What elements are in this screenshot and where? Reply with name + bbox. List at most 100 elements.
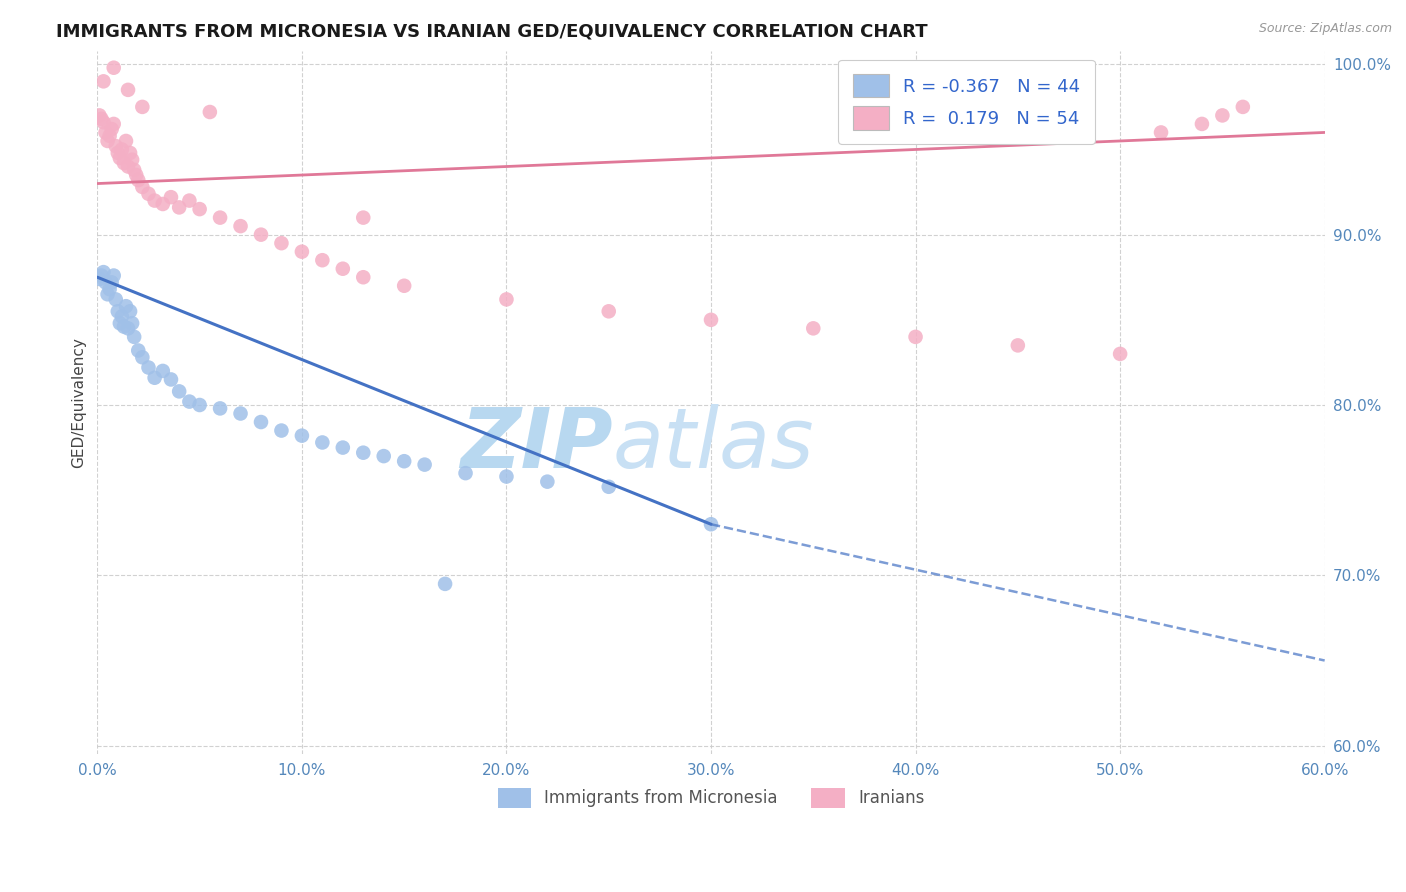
Point bbox=[98, 282, 121, 296]
Point bbox=[160, 372, 183, 386]
Point bbox=[291, 244, 314, 259]
Point bbox=[112, 156, 135, 170]
Point bbox=[598, 304, 620, 318]
Point bbox=[97, 287, 120, 301]
Point bbox=[179, 194, 201, 208]
Point bbox=[122, 162, 145, 177]
Point bbox=[125, 168, 148, 182]
Point bbox=[93, 115, 115, 129]
Point bbox=[107, 304, 129, 318]
Point bbox=[103, 117, 125, 131]
Legend: Immigrants from Micronesia, Iranians: Immigrants from Micronesia, Iranians bbox=[489, 780, 932, 816]
Point bbox=[454, 466, 477, 480]
Point bbox=[167, 201, 190, 215]
Point bbox=[188, 398, 211, 412]
Point bbox=[143, 370, 166, 384]
Point bbox=[352, 446, 374, 460]
Text: ZIP: ZIP bbox=[460, 404, 613, 485]
Point bbox=[115, 299, 138, 313]
Point bbox=[209, 211, 232, 225]
Point bbox=[1191, 117, 1213, 131]
Point bbox=[103, 268, 125, 283]
Point bbox=[100, 122, 122, 136]
Point bbox=[104, 139, 127, 153]
Point bbox=[152, 364, 174, 378]
Point bbox=[122, 330, 145, 344]
Point bbox=[97, 134, 120, 148]
Point bbox=[392, 278, 415, 293]
Point bbox=[152, 197, 174, 211]
Point bbox=[127, 173, 149, 187]
Point bbox=[495, 469, 517, 483]
Point bbox=[117, 160, 139, 174]
Point bbox=[121, 316, 143, 330]
Point bbox=[120, 304, 142, 318]
Point bbox=[495, 293, 517, 307]
Point bbox=[131, 100, 153, 114]
Point bbox=[250, 227, 273, 242]
Point bbox=[311, 435, 333, 450]
Point bbox=[1211, 108, 1233, 122]
Point bbox=[291, 428, 314, 442]
Point bbox=[1150, 125, 1173, 139]
Point bbox=[229, 407, 252, 421]
Point bbox=[143, 194, 166, 208]
Point bbox=[94, 276, 117, 290]
Point bbox=[1007, 338, 1029, 352]
Y-axis label: GED/Equivalency: GED/Equivalency bbox=[72, 337, 86, 468]
Text: IMMIGRANTS FROM MICRONESIA VS IRANIAN GED/EQUIVALENCY CORRELATION CHART: IMMIGRANTS FROM MICRONESIA VS IRANIAN GE… bbox=[56, 22, 928, 40]
Point bbox=[93, 74, 115, 88]
Point bbox=[179, 394, 201, 409]
Point bbox=[1232, 100, 1254, 114]
Point bbox=[700, 517, 723, 532]
Point bbox=[117, 83, 139, 97]
Point bbox=[332, 261, 354, 276]
Point bbox=[89, 108, 111, 122]
Point bbox=[112, 319, 135, 334]
Point bbox=[167, 384, 190, 399]
Point bbox=[1109, 347, 1132, 361]
Point bbox=[250, 415, 273, 429]
Point bbox=[108, 316, 131, 330]
Point bbox=[90, 268, 112, 283]
Point bbox=[434, 577, 457, 591]
Point bbox=[700, 313, 723, 327]
Point bbox=[209, 401, 232, 416]
Point bbox=[98, 128, 121, 143]
Point bbox=[598, 480, 620, 494]
Point bbox=[352, 270, 374, 285]
Point bbox=[117, 321, 139, 335]
Point bbox=[904, 330, 927, 344]
Point bbox=[270, 236, 292, 251]
Point bbox=[801, 321, 824, 335]
Point bbox=[89, 272, 111, 286]
Text: Source: ZipAtlas.com: Source: ZipAtlas.com bbox=[1258, 22, 1392, 36]
Point bbox=[115, 134, 138, 148]
Point bbox=[229, 219, 252, 234]
Point bbox=[311, 253, 333, 268]
Point bbox=[108, 151, 131, 165]
Point bbox=[127, 343, 149, 358]
Point bbox=[160, 190, 183, 204]
Point bbox=[93, 265, 115, 279]
Point bbox=[138, 360, 160, 375]
Point bbox=[104, 293, 127, 307]
Point bbox=[111, 310, 134, 324]
Point bbox=[131, 351, 153, 365]
Text: atlas: atlas bbox=[613, 404, 814, 485]
Point bbox=[111, 143, 134, 157]
Point bbox=[94, 125, 117, 139]
Point bbox=[392, 454, 415, 468]
Point bbox=[131, 180, 153, 194]
Point bbox=[188, 202, 211, 216]
Point bbox=[120, 145, 142, 160]
Point bbox=[332, 441, 354, 455]
Point bbox=[103, 61, 125, 75]
Point bbox=[373, 449, 395, 463]
Point bbox=[107, 145, 129, 160]
Point bbox=[352, 211, 374, 225]
Point bbox=[121, 153, 143, 167]
Point bbox=[536, 475, 558, 489]
Point bbox=[413, 458, 436, 472]
Point bbox=[90, 112, 112, 126]
